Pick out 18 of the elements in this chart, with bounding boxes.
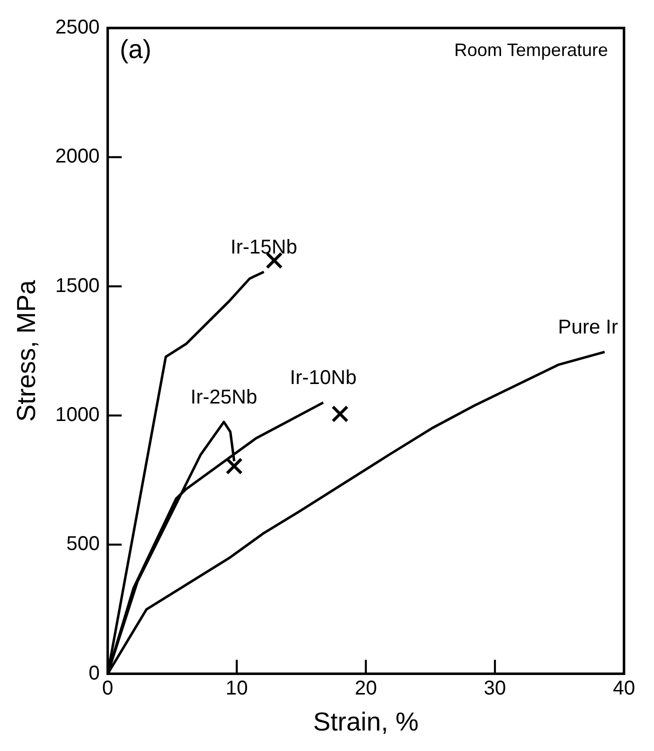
x-axis-title: Strain, %: [313, 706, 419, 737]
y-tick-label: 2500: [55, 16, 100, 39]
x-tick-label: 10: [226, 677, 248, 700]
x-tick-label: 20: [354, 677, 377, 700]
y-tick-label: 1500: [55, 274, 100, 297]
x-tick-label: 30: [484, 677, 506, 700]
series-label: Ir-25Nb: [190, 386, 258, 408]
series-label: Ir-10Nb: [290, 367, 357, 390]
y-tick-label: 500: [66, 533, 100, 556]
y-tick-label: 1000: [55, 404, 100, 426]
y-tick-label: 2000: [55, 146, 100, 168]
series-label: Ir-15Nb: [230, 236, 298, 258]
series-label: Pure Ir: [558, 316, 618, 338]
annotation: Room Temperature: [454, 40, 608, 60]
annotation: (a): [120, 34, 152, 64]
y-axis-title: Stress, MPa: [10, 280, 41, 422]
x-tick-label: 40: [612, 677, 636, 700]
y-tick-label: 0: [88, 662, 100, 684]
